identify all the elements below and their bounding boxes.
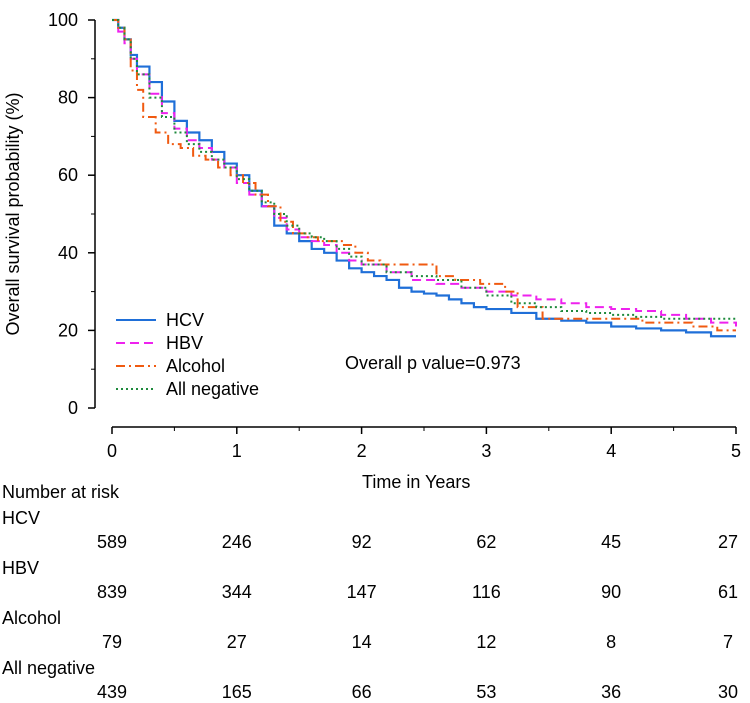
risk-count: 8: [606, 632, 617, 652]
x-axis-label: Time in Years: [362, 472, 471, 492]
risk-count: 36: [601, 682, 622, 702]
x-tick-label: 1: [232, 441, 242, 461]
p-value-annotation: Overall p value=0.973: [345, 353, 521, 373]
risk-group-label: All negative: [2, 658, 96, 678]
y-axis-label: Overall survival probability (%): [3, 92, 23, 335]
survival-chart: 0 20 40 60 80 100 0 1 2 3 4 5 Overall survival proba…: [3, 10, 741, 461]
risk-count: 14: [351, 632, 372, 652]
risk-count: 30: [717, 682, 739, 702]
risk-group-label: Alcohol: [2, 608, 62, 628]
y-tick-label: 60: [58, 165, 78, 185]
y-tick-label: 100: [48, 10, 78, 30]
risk-count: 45: [601, 532, 622, 552]
series-line-hbv: [112, 19, 737, 327]
risk-count: 12: [476, 632, 497, 652]
y-tick-label: 20: [58, 320, 78, 340]
risk-count: 79: [101, 632, 123, 652]
risk-count: 27: [226, 632, 247, 652]
x-tick-label: 0: [107, 441, 117, 461]
risk-count: 439: [96, 682, 128, 702]
legend-label: All negative: [166, 379, 259, 399]
legend-label: HBV: [166, 333, 203, 353]
risk-table-title: Number at risk: [2, 482, 120, 502]
legend-label: HCV: [166, 310, 204, 330]
x-tick-label: 3: [481, 441, 491, 461]
risk-count: 344: [221, 582, 252, 602]
series-line-all-negative: [112, 19, 736, 320]
series-line-hcv: [112, 18, 736, 338]
risk-count: 27: [717, 532, 739, 552]
y-tick-label: 0: [68, 398, 78, 418]
x-tick-label: 2: [357, 441, 367, 461]
y-tick-label: 40: [58, 243, 78, 263]
x-tick-label: 5: [731, 441, 741, 461]
risk-group-label: HCV: [2, 508, 41, 528]
risk-count: 147: [346, 582, 377, 602]
risk-count: 62: [476, 532, 497, 552]
risk-count: 7: [722, 632, 734, 652]
series-line-alcohol: [112, 19, 736, 332]
risk-count: 116: [472, 582, 501, 602]
risk-group-label: HBV: [2, 558, 40, 578]
y-tick-label: 80: [58, 88, 78, 108]
risk-count: 246: [221, 532, 252, 552]
risk-count: 61: [717, 582, 739, 602]
risk-count: 839: [96, 582, 128, 602]
risk-count: 92: [351, 532, 372, 552]
risk-count: 165: [221, 682, 252, 702]
x-tick-label: 4: [606, 441, 616, 461]
risk-count: 90: [601, 582, 622, 602]
risk-count: 66: [351, 682, 372, 702]
legend-label: Alcohol: [166, 356, 225, 376]
risk-count: 589: [96, 532, 128, 552]
risk-count: 53: [476, 682, 497, 702]
